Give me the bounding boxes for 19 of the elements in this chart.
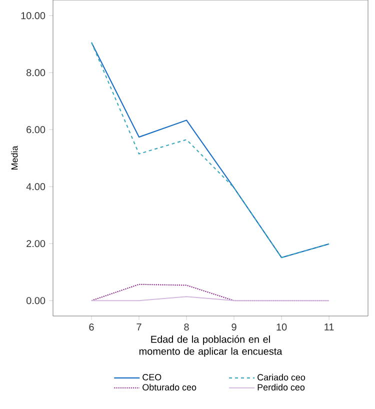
y-tick-label: 10.00 [21, 12, 46, 20]
x-tick-label: 6 [89, 324, 94, 331]
x-tick-label: 9 [232, 324, 236, 331]
x-tick-label: 11 [324, 324, 334, 330]
x-tick-label: 10 [276, 324, 287, 331]
legend-label: Obturado ceo [142, 384, 196, 390]
y-axis-title: Media [11, 146, 18, 170]
legend-label: Cariado ceo [258, 374, 306, 380]
y-tick-label: 8.00 [26, 69, 46, 76]
y-tick-label: 0.00 [26, 297, 46, 304]
y-tick-label: 4.00 [26, 183, 46, 190]
legend-label: CEO [142, 374, 162, 380]
x-tick-label: 8 [184, 324, 189, 331]
legend-label: Perdido ceo [258, 384, 305, 390]
y-tick-label: 6.00 [26, 126, 46, 134]
y-tick-label: 2.00 [26, 240, 46, 248]
line-series [90, 42, 330, 258]
x-tick-label: 7 [136, 324, 142, 330]
x-axis-title: Edad de la población en el momento de aplicar la encuesta [139, 335, 282, 357]
